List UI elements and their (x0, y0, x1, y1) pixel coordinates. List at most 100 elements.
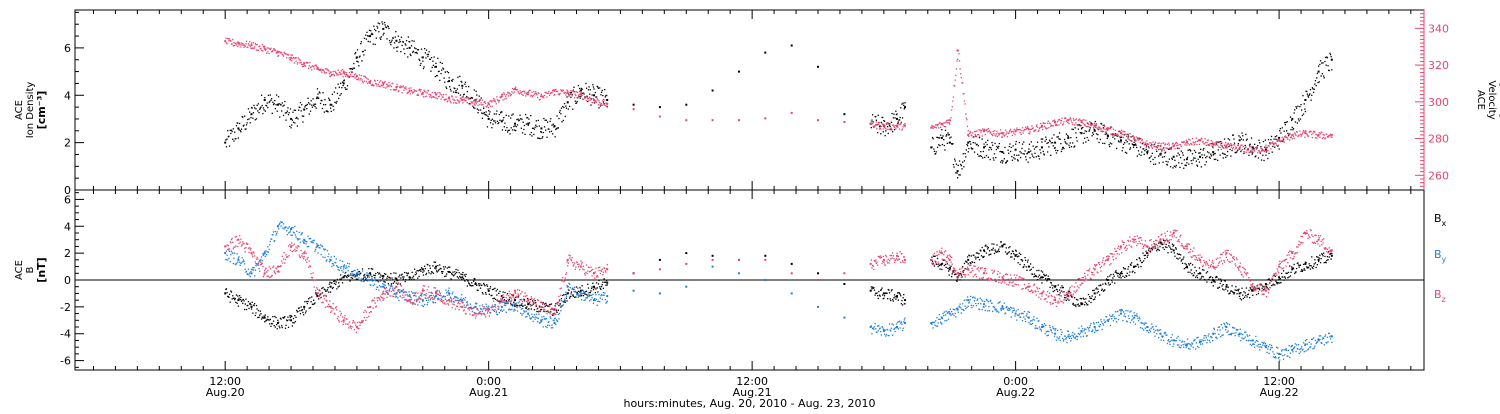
velocity-trace-dot (405, 88, 406, 89)
velocity-trace-point (251, 44, 253, 46)
velocity-trace-dot (1099, 127, 1100, 128)
bx-trace-dot (1011, 256, 1012, 257)
by-trace-dot (973, 305, 974, 306)
velocity-trace-dot (960, 73, 961, 74)
density-trace-dot (895, 111, 896, 112)
by-trace-dot (943, 315, 944, 316)
bx-trace-dot (1297, 262, 1298, 263)
density-trace-dot (882, 117, 883, 118)
velocity-trace-dot (241, 42, 242, 43)
by-trace-dot (318, 245, 319, 246)
bx-trace-dot (1171, 249, 1172, 250)
bx-trace-dot (931, 257, 932, 258)
density-trace-dot (390, 44, 391, 45)
bx-trace-dot (882, 294, 883, 295)
density-trace-dot (946, 134, 947, 135)
bx-trace-dot (1147, 255, 1148, 256)
bx-trace-dot (499, 291, 500, 292)
density-trace-dot (1324, 61, 1325, 62)
by-trace-dot (290, 230, 291, 231)
velocity-trace-dot (442, 96, 443, 97)
velocity-trace-dot (1324, 135, 1325, 136)
by-trace-dot (521, 314, 522, 315)
velocity-trace-dot (247, 47, 248, 48)
bx-trace-dot (605, 285, 606, 286)
velocity-trace-dot (403, 90, 404, 91)
velocity-trace-dot (450, 102, 451, 103)
by-trace-dot (568, 289, 569, 290)
bx-trace-dot (1292, 269, 1293, 270)
velocity-trace-dot (297, 62, 298, 63)
bx-trace-dot (1250, 288, 1251, 289)
density-trace-dot (493, 120, 494, 121)
bx-trace-dot (903, 297, 904, 298)
bx-trace-dot (1303, 264, 1304, 265)
velocity-trace-dot (493, 98, 494, 99)
velocity-trace-dot (350, 74, 351, 75)
velocity-trace-dot (949, 122, 950, 123)
velocity-trace-dot (1045, 123, 1046, 124)
density-trace-dot (1153, 164, 1154, 165)
velocity-trace-dot (1242, 149, 1243, 150)
by-trace-dot (970, 299, 971, 300)
velocity-trace-dot (600, 105, 601, 106)
by-trace-dot (901, 324, 902, 325)
bx-trace-dot (459, 276, 460, 277)
density-trace-dot (1152, 153, 1153, 154)
bx-trace-dot (975, 258, 976, 259)
by-trace-dot (1000, 308, 1001, 309)
velocity-trace-dot (1112, 133, 1113, 134)
density-trace-dot (270, 100, 271, 101)
by-trace-dot (371, 280, 372, 281)
bx-trace-dot (939, 265, 940, 266)
density-trace-dot (520, 118, 521, 119)
density-trace-dot (491, 127, 492, 128)
density-trace-dot (304, 106, 305, 107)
bx-trace-dot (1314, 259, 1315, 260)
density-trace-dot (297, 125, 298, 126)
by-trace-dot (982, 309, 983, 310)
bx-trace-dot (413, 276, 414, 277)
by-trace-dot (274, 240, 275, 241)
by-trace-dot (889, 324, 890, 325)
density-trace-dot (388, 28, 389, 29)
density-trace-dot (592, 94, 593, 95)
density-trace-dot (987, 144, 988, 145)
bx-trace-dot (593, 289, 594, 290)
density-trace-dot (1098, 142, 1099, 143)
density-trace-dot (1001, 151, 1002, 152)
density-trace-dot (400, 51, 401, 52)
bx-trace-dot (335, 284, 336, 285)
velocity-trace-dot (472, 101, 473, 102)
velocity-trace-dot (483, 106, 484, 107)
velocity-trace-dot (588, 98, 589, 99)
bx-trace-dot (1323, 253, 1324, 254)
by-trace-dot (461, 294, 462, 295)
velocity-trace-dot (496, 96, 497, 97)
density-trace-dot (543, 132, 544, 133)
bx-trace-dot (994, 253, 995, 254)
bx-trace-dot (391, 283, 392, 284)
velocity-trace-dot (272, 50, 273, 51)
density-trace-dot (1039, 149, 1040, 150)
density-trace-dot (1147, 153, 1148, 154)
bx-trace-point (904, 299, 906, 301)
by-trace-dot (891, 323, 892, 324)
density-trace-dot (1184, 159, 1185, 160)
by-trace-dot (346, 267, 347, 268)
by-trace-dot (899, 321, 900, 322)
density-trace-dot (1031, 141, 1032, 142)
density-trace-dot (440, 62, 441, 63)
density-trace-dot (561, 121, 562, 122)
by-trace-dot (304, 243, 305, 244)
density-trace-dot (1272, 152, 1273, 153)
velocity-trace-dot (577, 92, 578, 93)
bx-trace-dot (356, 279, 357, 280)
by-trace-dot (569, 284, 570, 285)
velocity-trace-dot (456, 103, 457, 104)
bx-trace-dot (993, 244, 994, 245)
density-trace-dot (547, 122, 548, 123)
density-trace-dot (386, 27, 387, 28)
bx-trace-dot (294, 322, 295, 323)
velocity-trace-dot (277, 50, 278, 51)
